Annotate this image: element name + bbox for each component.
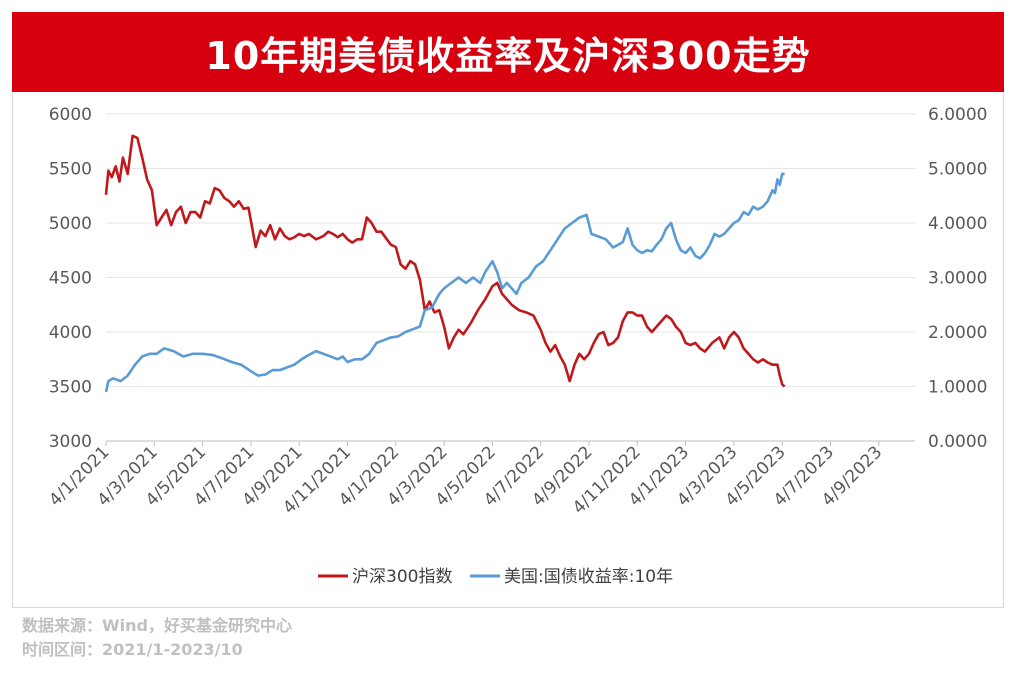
y-left-tick-label: 4500 [49, 269, 92, 289]
series-layer [104, 134, 786, 393]
legend: 沪深300指数 美国:国债收益率:10年 [318, 567, 673, 587]
title-banner: 10年期美债收益率及沪深300走势 [12, 12, 1004, 92]
y-left-tick-label: 5000 [49, 214, 92, 234]
legend-label-us10y: 美国:国债收益率:10年 [504, 567, 673, 587]
source-note: 数据来源：Wind，好买基金研究中心 [22, 616, 292, 635]
y-right-tick-label: 3.0000 [928, 269, 987, 289]
y-right-tick-label: 4.0000 [928, 214, 987, 234]
y-left-tick-label: 4000 [49, 323, 92, 343]
series-line-us10y [104, 172, 785, 393]
y-right-tick-label: 0.0000 [928, 432, 987, 452]
y-right-tick-label: 5.0000 [928, 160, 987, 180]
y-right-tick-label: 1.0000 [928, 378, 987, 398]
gridlines [106, 113, 915, 442]
period-note: 时间区间：2021/1-2023/10 [22, 640, 243, 659]
series-line-csi300 [104, 134, 786, 388]
chart-title: 10年期美债收益率及沪深300走势 [205, 33, 811, 78]
y-right-tick-label: 6.0000 [928, 105, 987, 125]
y-right-tick-label: 2.0000 [928, 323, 987, 343]
y-left-tick-label: 3000 [49, 432, 92, 452]
y-left-tick-label: 6000 [49, 105, 92, 125]
axes: 3000 3500 4000 4500 5000 5500 6000 0.0000 1.0000… [45, 105, 987, 518]
footer: 数据来源：Wind，好买基金研究中心 时间区间：2021/1-2023/10 [22, 614, 292, 662]
y-left-tick-label: 5500 [49, 160, 92, 180]
y-left-tick-label: 3500 [49, 378, 92, 398]
legend-label-csi300: 沪深300指数 [352, 567, 452, 587]
chart-frame [12, 12, 1004, 608]
